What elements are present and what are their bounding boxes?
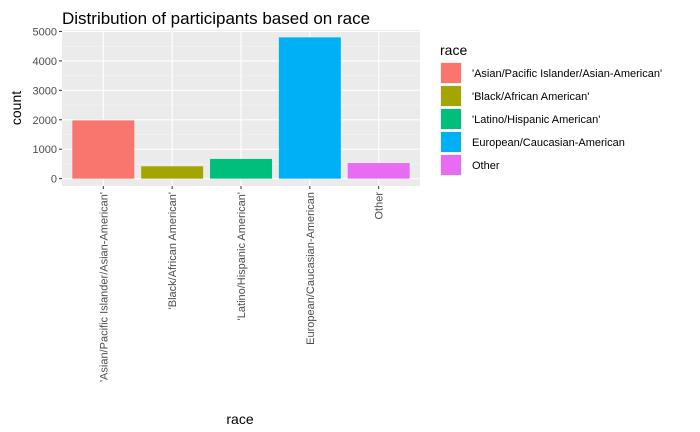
bar-2 [210,158,272,179]
legend-swatch-1 [441,86,461,106]
bars [72,37,410,179]
legend: race 'Asian/Pacific Islander/Asian-Ameri… [440,42,662,176]
x-tick-label: 'Latino/Hispanic American' [236,192,248,320]
legend-swatch-4 [441,155,461,175]
legend-swatch-3 [441,132,461,152]
y-axis: 0 1000 2000 3000 4000 5000 [33,26,62,186]
legend-swatch-0 [441,63,461,83]
x-axis-title: race [226,411,253,427]
bar-0 [72,120,135,179]
x-axis: 'Asian/Pacific Islander/Asian-American' '… [98,186,386,382]
legend-swatch-2 [441,109,461,129]
x-tick-label: 'Black/African American' [167,192,179,309]
bar-3 [278,37,341,179]
bar-4 [347,163,410,179]
bar-1 [141,166,204,179]
legend-label-3: European/Caucasian-American [472,137,625,149]
y-axis-title: count [8,91,24,125]
y-tick-label: 5000 [33,26,57,38]
legend-label-1: 'Black/African American' [472,91,589,103]
legend-title: race [440,42,467,58]
y-tick-label: 3000 [33,85,57,97]
y-tick-label: 4000 [33,56,57,68]
y-tick-label: 1000 [33,144,57,156]
legend-label-4: Other [472,160,500,172]
y-tick-label: 2000 [33,115,57,127]
x-tick-label: European/Caucasian-American [305,192,317,345]
legend-label-2: 'Latino/Hispanic American' [472,114,600,126]
x-tick-label: 'Asian/Pacific Islander/Asian-American' [98,192,110,382]
legend-label-0: 'Asian/Pacific Islander/Asian-American' [472,68,662,80]
chart-title: Distribution of participants based on ra… [62,9,370,28]
x-tick-label: Other [374,192,386,220]
y-tick-label: 0 [51,174,57,186]
